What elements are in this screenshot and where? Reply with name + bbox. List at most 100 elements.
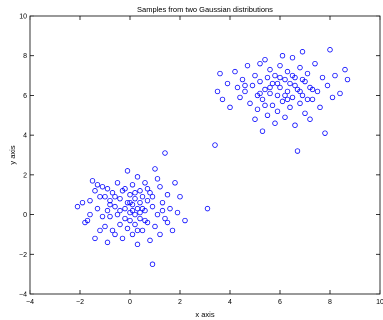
data-point	[127, 217, 133, 224]
x-tick-label: 10	[376, 299, 383, 306]
data-point	[137, 209, 143, 216]
data-point	[267, 84, 273, 91]
data-point	[289, 72, 296, 79]
plot-frame	[29, 15, 381, 295]
data-point	[262, 86, 268, 93]
data-point	[267, 90, 273, 97]
data-point	[274, 80, 281, 87]
data-point	[304, 70, 311, 77]
data-point	[297, 100, 303, 107]
data-point	[167, 205, 173, 212]
data-point	[119, 235, 126, 242]
data-point	[99, 184, 106, 190]
data-point	[344, 76, 351, 83]
data-point	[322, 130, 328, 136]
data-point	[289, 94, 296, 101]
y-tick-label: 10	[19, 14, 27, 21]
data-point	[162, 150, 168, 156]
data-point	[237, 94, 243, 101]
data-point	[144, 197, 151, 204]
data-point	[327, 47, 333, 53]
data-point	[149, 203, 156, 210]
data-point	[79, 199, 86, 206]
data-point	[287, 80, 293, 87]
data-point	[147, 190, 153, 196]
data-point	[299, 92, 306, 99]
data-point	[299, 76, 306, 83]
data-point	[319, 74, 326, 81]
data-point	[342, 66, 348, 73]
data-point	[262, 56, 268, 63]
data-point	[117, 195, 123, 202]
x-tick-label: 8	[328, 299, 332, 306]
data-point	[172, 180, 178, 186]
data-point	[142, 180, 148, 186]
data-point	[277, 74, 283, 81]
data-point	[104, 186, 111, 192]
data-point	[137, 215, 143, 222]
x-tick-label: 4	[228, 299, 232, 306]
data-point	[122, 186, 128, 192]
y-tick-label: 6	[23, 93, 27, 100]
x-tick-label: −4	[26, 299, 34, 306]
data-point	[124, 199, 131, 206]
data-point	[132, 190, 138, 196]
data-point	[114, 180, 121, 186]
x-tick-label: 6	[278, 299, 282, 306]
data-point	[259, 96, 266, 103]
data-point	[92, 188, 98, 194]
data-point	[329, 94, 336, 101]
data-point	[94, 182, 101, 188]
data-point	[264, 74, 271, 81]
data-point	[127, 192, 133, 198]
x-tick-label: −2	[76, 299, 84, 306]
x-tick-label: 0	[128, 299, 132, 306]
data-point	[302, 110, 308, 116]
data-point	[227, 104, 233, 111]
data-point	[249, 82, 256, 89]
data-point	[314, 88, 321, 95]
x-axis-title: x axis	[195, 310, 214, 319]
data-point	[252, 72, 258, 79]
y-tick-label: 4	[23, 133, 27, 140]
data-point	[142, 217, 148, 224]
data-point	[274, 108, 281, 115]
data-point	[307, 116, 313, 122]
data-point	[164, 219, 171, 226]
data-point	[224, 80, 231, 87]
data-point	[154, 211, 161, 218]
data-point	[299, 49, 306, 55]
data-point	[154, 176, 161, 182]
data-point	[242, 88, 248, 95]
data-point	[294, 148, 301, 154]
data-point	[137, 188, 143, 194]
data-point	[332, 72, 338, 79]
data-point	[297, 88, 303, 95]
data-point	[127, 199, 133, 206]
data-point	[309, 96, 316, 103]
data-point	[162, 215, 168, 222]
data-point	[149, 193, 156, 200]
data-point	[104, 207, 111, 214]
data-point	[284, 88, 291, 95]
data-point	[107, 197, 113, 204]
y-axis-title: y axis	[8, 145, 17, 164]
data-point	[84, 217, 91, 224]
data-point	[267, 66, 273, 73]
data-point	[284, 68, 291, 75]
data-point	[289, 55, 296, 61]
data-point	[107, 213, 113, 220]
data-point	[122, 215, 128, 222]
data-point	[139, 193, 146, 200]
data-point	[102, 223, 108, 230]
data-point	[129, 182, 136, 188]
data-point	[272, 120, 278, 126]
data-point	[312, 60, 318, 67]
data-point	[242, 82, 248, 89]
y-tick-label: 8	[23, 53, 27, 60]
chart-title: Samples from two Gaussian distributions	[137, 5, 273, 14]
data-point	[287, 104, 293, 111]
data-point	[109, 190, 116, 196]
data-point	[282, 114, 288, 120]
